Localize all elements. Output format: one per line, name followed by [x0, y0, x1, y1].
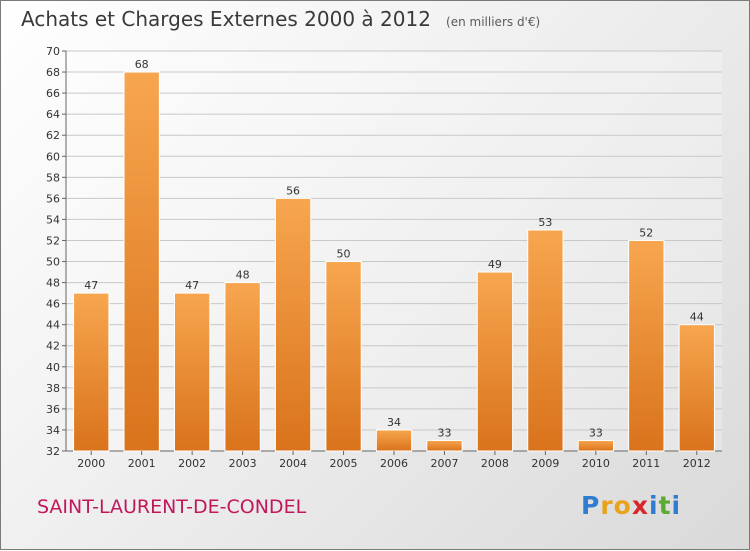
y-tick-label: 56: [46, 192, 60, 205]
y-tick-label: 54: [46, 213, 60, 226]
y-tick-label: 58: [46, 171, 60, 184]
title-row: Achats et Charges Externes 2000 à 2012 (…: [21, 7, 540, 31]
bar: [274, 197, 312, 452]
x-tick-label: 2002: [178, 457, 206, 470]
logo-letter: x: [631, 491, 649, 520]
y-tick-label: 46: [46, 298, 60, 311]
x-tick-label: 2004: [279, 457, 307, 470]
y-tick-label: 34: [46, 424, 60, 437]
y-tick-label: 38: [46, 382, 60, 395]
y-tick-label: 64: [46, 108, 60, 121]
data-label: 47: [84, 279, 98, 292]
data-label: 49: [488, 258, 502, 271]
x-tick-label: 2003: [229, 457, 257, 470]
x-tick-label: 2009: [531, 457, 559, 470]
bar: [476, 271, 514, 452]
bar: [325, 261, 362, 452]
logo-letter: i: [649, 491, 659, 520]
y-tick-label: 60: [46, 150, 60, 163]
y-tick-label: 70: [46, 45, 60, 58]
logo-letter: r: [600, 491, 614, 520]
data-label: 34: [387, 416, 401, 429]
bar: [628, 239, 665, 452]
x-tick-label: 2005: [330, 457, 358, 470]
data-label: 44: [690, 311, 704, 324]
data-label: 48: [236, 269, 250, 282]
y-tick-label: 68: [46, 66, 60, 79]
bar: [375, 429, 413, 452]
y-tick-label: 40: [46, 361, 60, 374]
x-tick-label: 2011: [632, 457, 660, 470]
data-label: 68: [135, 58, 149, 71]
x-tick-label: 2006: [380, 457, 408, 470]
data-label: 56: [286, 184, 300, 197]
x-tick-label: 2012: [683, 457, 711, 470]
bar: [224, 282, 261, 452]
data-label: 33: [437, 426, 451, 439]
data-label: 33: [589, 426, 603, 439]
y-tick-label: 66: [46, 87, 60, 100]
bar: [173, 292, 211, 452]
commune-name: SAINT-LAURENT-DE-CONDEL: [37, 496, 307, 518]
plot-area: [66, 51, 722, 451]
bar: [527, 229, 564, 452]
chart-subtitle: (en milliers d'€): [446, 15, 541, 29]
bar: [678, 324, 715, 452]
bar: [577, 439, 615, 452]
bar: [73, 292, 110, 452]
x-tick-label: 2007: [430, 457, 458, 470]
y-tick-label: 42: [46, 340, 60, 353]
y-tick-label: 48: [46, 277, 60, 290]
bar: [426, 439, 463, 452]
x-tick-label: 2001: [128, 457, 156, 470]
x-tick-label: 2008: [481, 457, 509, 470]
logo-letter: P: [581, 491, 601, 520]
logo-letter: t: [658, 491, 672, 520]
y-tick-label: 52: [46, 234, 60, 247]
y-tick-label: 62: [46, 129, 60, 142]
data-label: 53: [538, 216, 552, 229]
logo-letter: o: [613, 491, 632, 520]
data-label: 47: [185, 279, 199, 292]
data-label: 50: [337, 248, 351, 261]
y-tick-label: 32: [46, 445, 60, 458]
y-tick-label: 36: [46, 403, 60, 416]
y-tick-label: 44: [46, 319, 60, 332]
logo-letter: i: [671, 491, 682, 520]
data-label: 52: [639, 226, 653, 239]
x-tick-label: 2010: [582, 457, 610, 470]
y-tick-label: 50: [46, 256, 60, 269]
proxiti-logo[interactable]: Proxiti: [581, 491, 681, 520]
bar: [123, 71, 160, 452]
chart-title: Achats et Charges Externes 2000 à 2012: [21, 7, 431, 31]
x-tick-label: 2000: [77, 457, 105, 470]
